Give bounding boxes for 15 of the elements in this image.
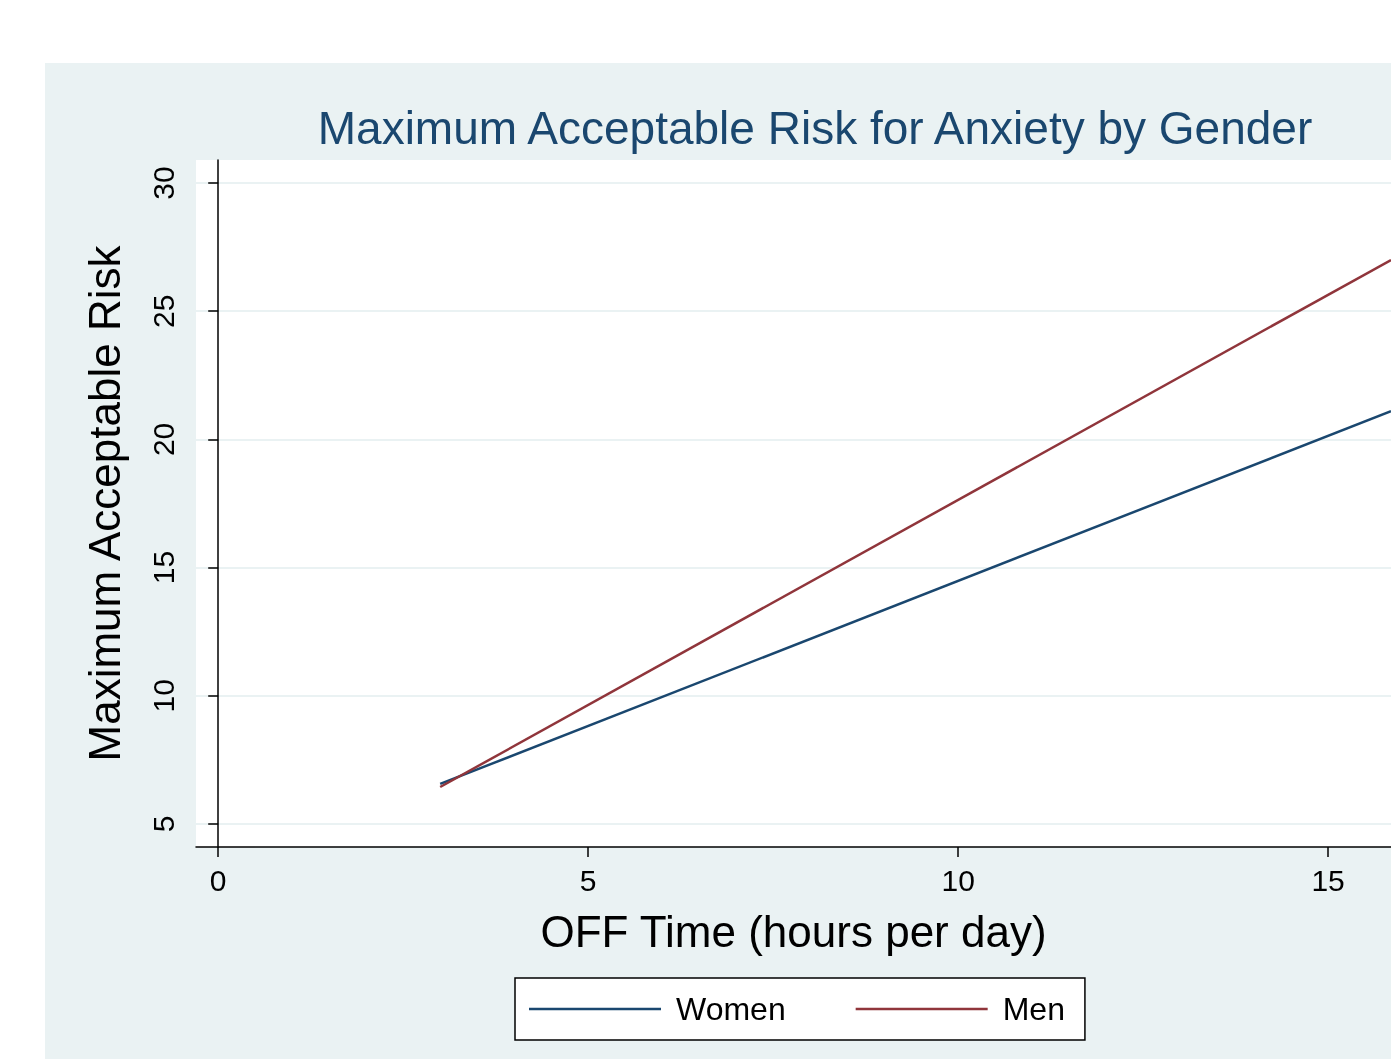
y-axis-title: Maximum Acceptable Risk [79,244,129,762]
y-tick-label: 20 [146,422,180,457]
x-tick-label: 0 [209,863,227,897]
legend-label: Men [1002,991,1065,1027]
chart-title: Maximum Acceptable Risk for Anxiety by Gender [317,102,1313,154]
y-tick-label: 25 [146,294,180,328]
y-tick-label: 10 [146,679,180,713]
x-axis-title: OFF Time (hours per day) [540,906,1047,956]
y-tick-label: 30 [146,166,180,200]
x-tick-label: 5 [579,863,597,897]
legend-label: Women [676,991,786,1027]
y-tick-label: 5 [146,815,180,833]
y-tick-label: 15 [146,550,180,585]
x-tick-label: 15 [1311,863,1345,897]
x-tick-label: 10 [941,863,975,897]
